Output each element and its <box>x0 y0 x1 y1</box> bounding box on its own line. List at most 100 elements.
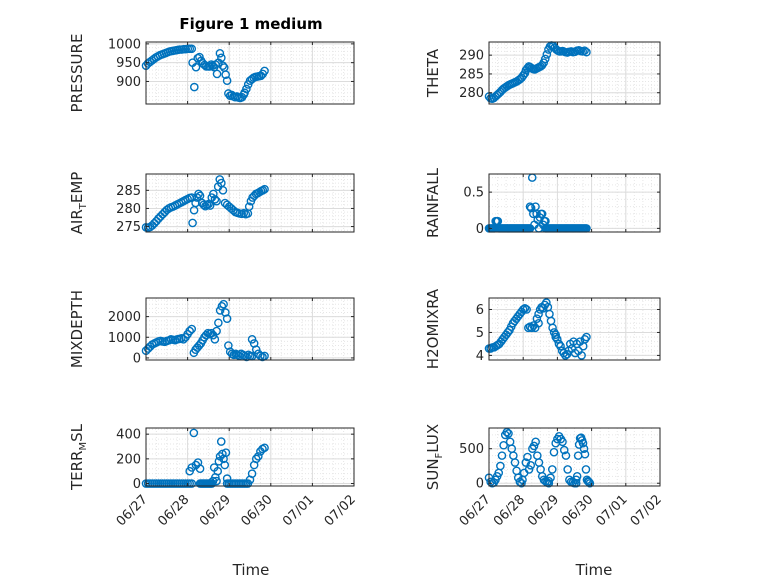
data-point <box>558 437 567 447</box>
y-axis-label: MIXDEPTH <box>68 290 86 368</box>
y-tick-label: 200 <box>116 452 141 467</box>
data-point <box>254 452 263 461</box>
y-tick-label: 4 <box>476 349 484 364</box>
data-point <box>260 66 269 76</box>
data-point <box>218 61 228 70</box>
data-point <box>548 323 557 333</box>
data-point <box>532 314 542 323</box>
data-point <box>219 299 228 309</box>
data-point <box>214 457 224 466</box>
data-point <box>553 335 562 344</box>
data-point <box>221 70 230 79</box>
data-point <box>580 335 590 344</box>
figure-title: Figure 1 medium <box>179 15 322 33</box>
data-point <box>580 449 590 459</box>
data-point <box>540 54 550 64</box>
data-point <box>580 46 589 55</box>
data-point <box>510 458 520 467</box>
y-axis-label-rest: LUX <box>424 424 442 453</box>
data-point <box>210 335 220 344</box>
data-point <box>207 328 216 338</box>
y-axis-label-subscript: T <box>78 202 89 210</box>
data-point <box>218 186 228 195</box>
data-point <box>577 351 586 360</box>
y-tick-label: 280 <box>116 202 141 217</box>
data-point <box>486 477 495 487</box>
data-point <box>563 465 572 474</box>
data-point <box>526 460 536 470</box>
data-point <box>187 479 197 488</box>
data-point <box>547 465 557 474</box>
y-tick-label: 1000 <box>108 37 141 52</box>
data-point <box>582 332 591 342</box>
y-axis-label-subscript: M <box>78 442 89 451</box>
y-axis-label-subscript: F <box>434 452 445 458</box>
y-axis-label: SUNFLUX <box>424 424 445 490</box>
axes-box <box>145 173 355 233</box>
y-tick-label: 285 <box>459 67 484 82</box>
data-point <box>529 321 538 330</box>
data-point <box>247 335 257 344</box>
data-point <box>244 202 254 211</box>
axes-box <box>488 427 661 487</box>
y-tick-label: 290 <box>459 49 484 64</box>
data-point <box>221 448 231 457</box>
y-tick-label: 1000 <box>108 331 141 346</box>
data-point <box>260 184 269 194</box>
data-point <box>212 476 221 486</box>
data-point <box>242 84 251 94</box>
data-point <box>222 76 232 86</box>
data-point <box>212 196 221 206</box>
data-point <box>179 335 188 344</box>
data-point <box>529 441 539 451</box>
y-tick-label: 900 <box>116 75 141 90</box>
data-point <box>571 475 581 485</box>
y-axis-label-rest: SL <box>68 423 86 442</box>
y-axis-label-main: SUN <box>424 458 442 490</box>
axes-box <box>145 427 355 487</box>
data-point <box>189 428 199 438</box>
data-point <box>551 332 560 342</box>
data-point <box>204 199 213 209</box>
y-tick-label: 280 <box>459 86 484 101</box>
data-point <box>216 437 226 446</box>
data-point <box>572 472 582 481</box>
data-point <box>549 447 559 457</box>
data-point <box>523 452 532 462</box>
x-axis-label-left: Time <box>232 561 270 579</box>
data-point <box>504 429 513 438</box>
y-axis-label: AIRTEMP <box>68 172 89 235</box>
data-point <box>210 195 220 204</box>
data-point <box>554 339 564 349</box>
y-tick-label: 950 <box>116 56 141 71</box>
data-point <box>212 326 221 336</box>
data-point <box>258 186 268 195</box>
data-point <box>187 324 197 334</box>
data-point <box>213 466 223 476</box>
data-point <box>209 189 218 199</box>
subplot-pressure: 900 950 1000 PRESSURE <box>68 34 355 112</box>
data-point <box>542 50 552 59</box>
y-tick-label: 0 <box>133 477 141 492</box>
y-tick-label: 0 <box>133 351 141 366</box>
y-axis-label-main: AIR <box>68 209 86 234</box>
y-tick-label: 0 <box>476 477 484 492</box>
y-tick-label: 0.5 <box>463 186 484 201</box>
data-point <box>195 464 205 474</box>
data-point <box>188 218 197 228</box>
y-axis-label: RAINFALL <box>424 167 442 238</box>
y-axis-label-rest: EMP <box>68 172 86 203</box>
data-point <box>217 53 226 63</box>
y-tick-label: 400 <box>116 428 141 443</box>
data-point <box>525 202 535 211</box>
data-point <box>150 218 159 228</box>
plot-area <box>489 174 660 232</box>
data-point <box>502 427 512 437</box>
data-point <box>517 478 526 488</box>
data-point <box>247 469 257 478</box>
data-point <box>251 345 261 354</box>
y-axis-label: THETA <box>424 48 442 98</box>
subplot-air_temp: 275 280 285 AIRTEMP <box>68 172 355 235</box>
y-tick-label: 500 <box>459 442 484 457</box>
